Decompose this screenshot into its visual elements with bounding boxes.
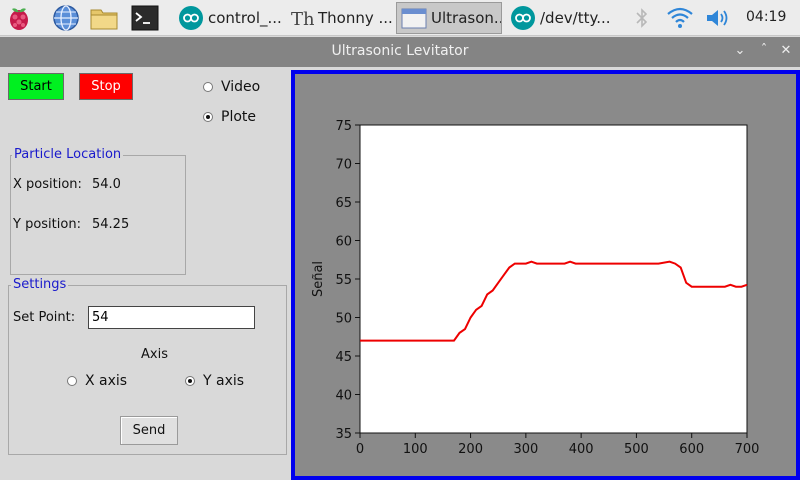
task-label: Thonny ... (318, 9, 393, 27)
start-button[interactable]: Start (8, 73, 64, 100)
plot-area (359, 124, 748, 434)
x-position-label: X position: (13, 177, 82, 192)
y-axis-radio[interactable]: Y axis (185, 373, 244, 389)
y-tick-label: 60 (335, 235, 352, 250)
radio-indicator (185, 376, 195, 386)
x-position-value: 54.0 (92, 177, 121, 192)
x-tick-label: 200 (458, 442, 483, 457)
task-label: /dev/tty... (540, 9, 611, 27)
plote-radio[interactable]: Plote (203, 109, 256, 125)
particle-location-title: Particle Location (12, 147, 124, 162)
bluetooth-icon[interactable] (634, 6, 650, 30)
x-tick-label: 0 (356, 442, 364, 457)
stop-button[interactable]: Stop (79, 73, 133, 100)
setpoint-input[interactable] (88, 306, 255, 329)
y-position-value: 54.25 (92, 217, 130, 232)
arduino-icon (511, 6, 535, 30)
y-ticks: 35 40 45 50 55 60 65 70 75 (335, 119, 360, 442)
y-tick-label: 65 (335, 196, 352, 211)
x-tick-label: 400 (569, 442, 594, 457)
raspberry-menu-icon[interactable] (4, 3, 34, 33)
task-serial[interactable]: /dev/tty... (506, 2, 616, 34)
volume-icon[interactable] (704, 6, 732, 30)
y-tick-label: 40 (335, 389, 352, 404)
y-axis-label: Señal (311, 261, 326, 297)
task-thonny[interactable]: Th Thonny ... (284, 2, 394, 34)
radio-indicator (67, 376, 77, 386)
y-tick-label: 55 (335, 273, 352, 288)
settings-title: Settings (11, 277, 69, 292)
y-tick-label: 70 (335, 158, 352, 173)
clock: 04:19 (746, 9, 787, 25)
window-icon (401, 8, 427, 29)
setpoint-label: Set Point: (13, 310, 76, 325)
y-tick-label: 75 (335, 119, 352, 134)
radio-indicator (203, 112, 213, 122)
y-tick-label: 35 (335, 427, 352, 442)
window-title: Ultrasonic Levitator (331, 43, 469, 59)
arduino-icon (179, 6, 203, 30)
x-ticks: 0 100 200 300 400 500 600 700 (356, 433, 760, 457)
y-axis-radio-label: Y axis (203, 373, 245, 389)
x-tick-label: 300 (513, 442, 538, 457)
task-ultrasonic[interactable]: Ultrason... (396, 2, 502, 34)
particle-location-group (10, 155, 186, 275)
x-axis-radio[interactable]: X axis (67, 373, 127, 389)
plot-panel: 35 40 45 50 55 60 65 70 75 0 100 200 300 400 500 600 70… (291, 70, 800, 480)
x-axis-radio-label: X axis (85, 373, 128, 389)
window-titlebar: Ultrasonic Levitator ⌄ ˆ ✕ (0, 37, 800, 67)
x-tick-label: 700 (735, 442, 760, 457)
taskbar: control_... Th Thonny ... Ultrason... /d… (0, 0, 800, 36)
minimize-icon[interactable]: ⌄ (734, 43, 746, 58)
close-icon[interactable]: ✕ (780, 43, 792, 58)
x-tick-label: 600 (679, 442, 704, 457)
web-browser-icon[interactable] (51, 3, 81, 33)
video-radio-label: Video (221, 79, 261, 95)
plote-radio-label: Plote (221, 109, 256, 125)
send-button[interactable]: Send (120, 416, 178, 445)
y-tick-label: 50 (335, 312, 352, 327)
file-manager-icon[interactable] (89, 3, 119, 33)
y-position-label: Y position: (13, 217, 81, 232)
wifi-icon[interactable] (666, 6, 694, 30)
video-radio[interactable]: Video (203, 79, 260, 95)
axis-label: Axis (141, 347, 168, 362)
signal-chart: 35 40 45 50 55 60 65 70 75 0 100 200 300 400 500 600 70… (311, 119, 760, 457)
x-tick-label: 100 (403, 442, 428, 457)
task-label: Ultrason... (431, 9, 502, 27)
settings-group (8, 285, 287, 455)
maximize-icon[interactable]: ˆ (760, 43, 768, 58)
x-tick-label: 500 (624, 442, 649, 457)
radio-indicator (203, 82, 213, 92)
signal-series-line (360, 260, 748, 342)
terminal-icon[interactable] (130, 3, 160, 33)
task-label: control_... (208, 9, 282, 27)
y-tick-label: 45 (335, 350, 352, 365)
task-control[interactable]: control_... (174, 2, 282, 34)
thonny-icon: Th (291, 9, 314, 30)
svg-text:Th: Th (291, 9, 314, 30)
